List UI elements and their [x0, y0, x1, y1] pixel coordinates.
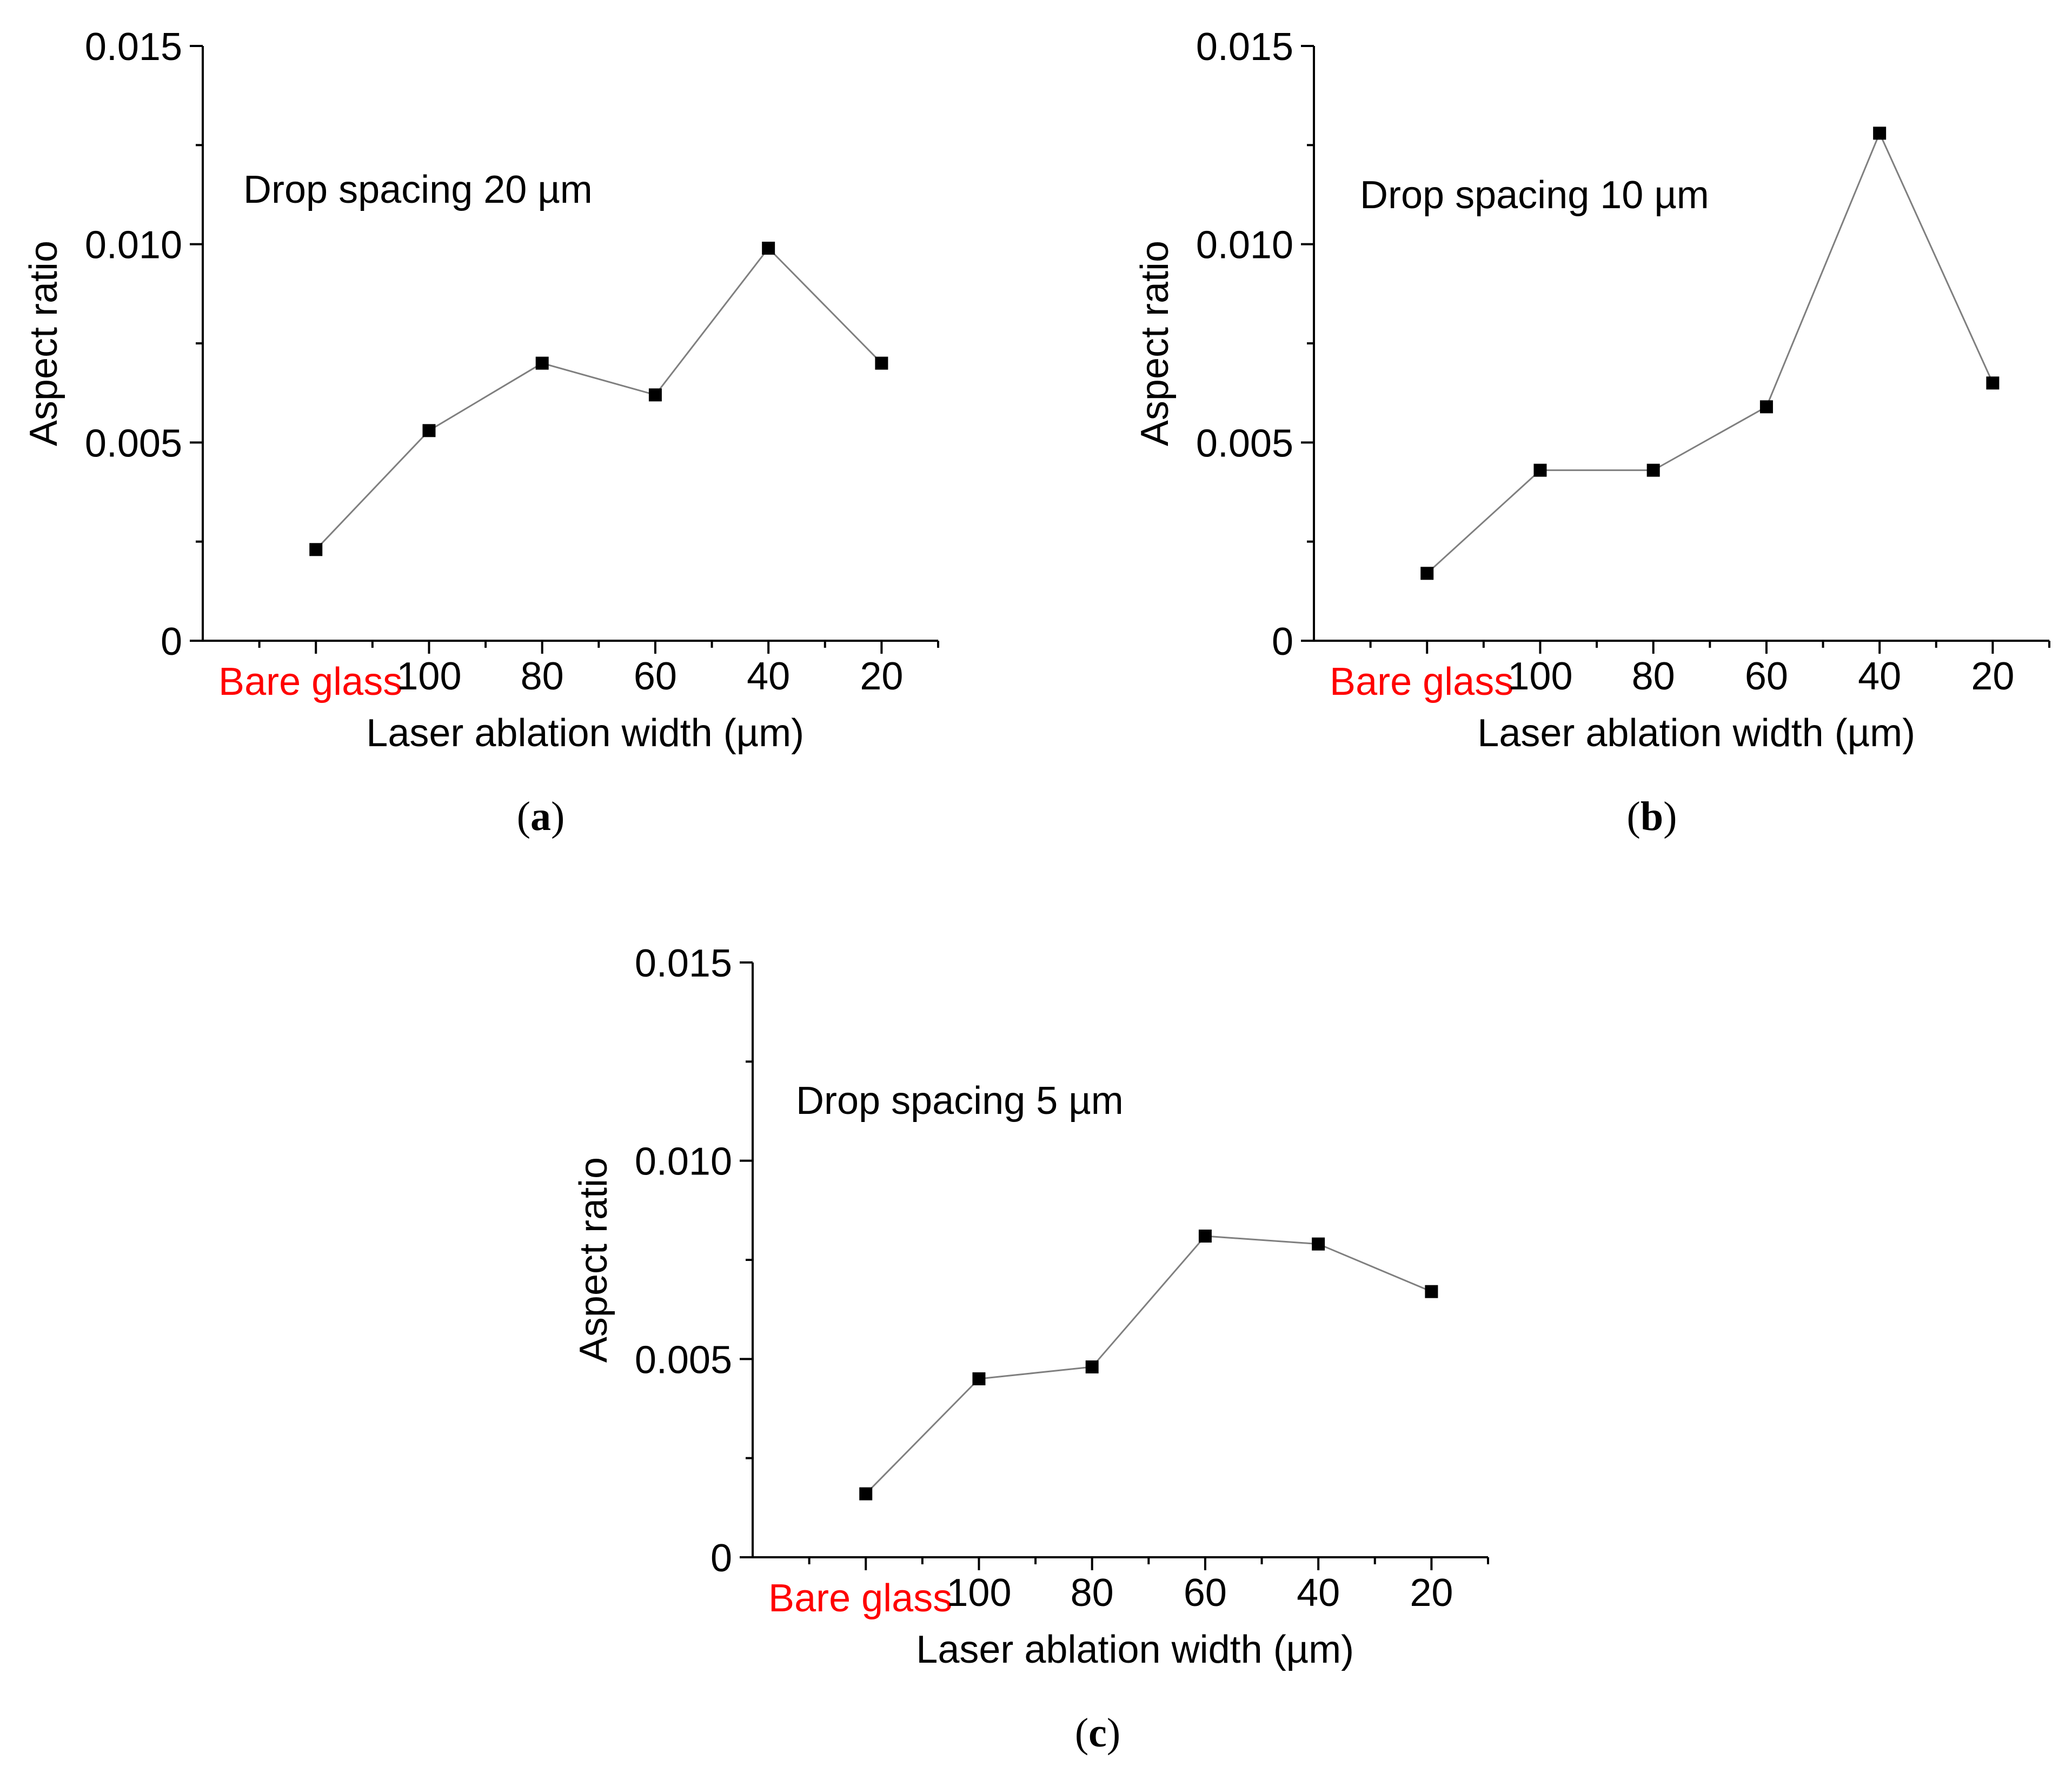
- y-tick-label: 0.005: [85, 422, 182, 465]
- y-tick-label: 0: [161, 620, 182, 663]
- series-line: [865, 1235, 1432, 1495]
- data-point-marker: [535, 356, 549, 370]
- y-axis-title: Aspect ratio: [572, 1157, 615, 1363]
- drop-spacing-annotation: Drop spacing 10 µm: [1360, 174, 1709, 217]
- x-tick-label: 60: [634, 655, 677, 698]
- drop-spacing-annotation: Drop spacing 20 µm: [243, 168, 593, 211]
- data-point-marker: [1986, 376, 2000, 390]
- data-point-marker: [1085, 1360, 1099, 1373]
- caption-open-paren: (: [1627, 794, 1641, 839]
- x-tick-label: 20: [860, 655, 903, 698]
- caption-close-paren: ): [1663, 794, 1677, 839]
- data-point-marker: [1312, 1237, 1325, 1251]
- caption-open-paren: (: [517, 794, 530, 839]
- x-axis-title: Laser ablation width (µm): [1477, 712, 1915, 755]
- caption-letter: b: [1641, 794, 1663, 839]
- x-tick-label: 100: [946, 1571, 1011, 1615]
- y-tick-label: 0: [1272, 620, 1293, 663]
- data-point-marker: [875, 356, 888, 370]
- series-line: [1426, 131, 1994, 574]
- y-tick-label: 0: [710, 1537, 732, 1580]
- caption-letter: c: [1088, 1710, 1107, 1756]
- data-point-marker: [972, 1372, 986, 1385]
- y-tick-label: 0.010: [1196, 224, 1293, 267]
- data-point-marker: [1759, 400, 1773, 414]
- panel-caption: (b): [1627, 794, 1677, 839]
- y-tick-label: 0.015: [1196, 25, 1293, 69]
- data-point-marker: [309, 543, 323, 556]
- panel-caption: (a): [517, 794, 565, 839]
- data-point-marker: [1533, 463, 1547, 477]
- x-axis-title: Laser ablation width (µm): [366, 712, 804, 755]
- x-tick-label: 60: [1184, 1571, 1227, 1615]
- x-tick-label: 40: [747, 655, 790, 698]
- drop-spacing-annotation: Drop spacing 5 µm: [796, 1079, 1124, 1123]
- caption-close-paren: ): [1107, 1710, 1120, 1756]
- y-tick-label: 0.015: [635, 942, 732, 985]
- y-tick-label: 0.010: [635, 1140, 732, 1184]
- y-axis-title: Aspect ratio: [1133, 241, 1177, 446]
- data-point-marker: [1420, 567, 1434, 580]
- x-tick-label: 40: [1297, 1571, 1340, 1615]
- y-tick-label: 0.005: [1196, 422, 1293, 465]
- data-point-marker: [859, 1487, 873, 1500]
- x-tick-label: 80: [1071, 1571, 1114, 1615]
- x-tick-label: 20: [1410, 1571, 1453, 1615]
- panel-caption: (c): [1075, 1710, 1120, 1756]
- series-line: [315, 247, 882, 550]
- x-tick-label-highlight: Bare glass: [768, 1577, 952, 1620]
- x-tick-label: 40: [1858, 655, 1901, 698]
- x-tick-label-highlight: Bare glass: [1330, 660, 1513, 703]
- x-tick-label: 80: [1632, 655, 1675, 698]
- data-point-marker: [1873, 127, 1887, 140]
- data-point-marker: [422, 424, 436, 437]
- data-point-marker: [1425, 1285, 1438, 1298]
- x-axis-title: Laser ablation width (µm): [916, 1628, 1354, 1671]
- y-axis-title: Aspect ratio: [22, 241, 65, 446]
- caption-letter: a: [530, 794, 551, 839]
- data-point-marker: [648, 388, 662, 402]
- caption-open-paren: (: [1075, 1710, 1088, 1756]
- data-point-marker: [1198, 1230, 1212, 1243]
- x-tick-label: 100: [396, 655, 461, 698]
- data-point-marker: [1646, 463, 1660, 477]
- x-tick-label: 80: [521, 655, 564, 698]
- data-point-marker: [762, 242, 775, 255]
- x-tick-label-highlight: Bare glass: [218, 660, 402, 703]
- y-tick-label: 0.015: [85, 25, 182, 69]
- y-tick-label: 0.010: [85, 224, 182, 267]
- caption-close-paren: ): [551, 794, 565, 839]
- x-tick-label: 100: [1507, 655, 1572, 698]
- y-tick-label: 0.005: [635, 1338, 732, 1382]
- x-tick-label: 20: [1971, 655, 2014, 698]
- x-tick-label: 60: [1745, 655, 1788, 698]
